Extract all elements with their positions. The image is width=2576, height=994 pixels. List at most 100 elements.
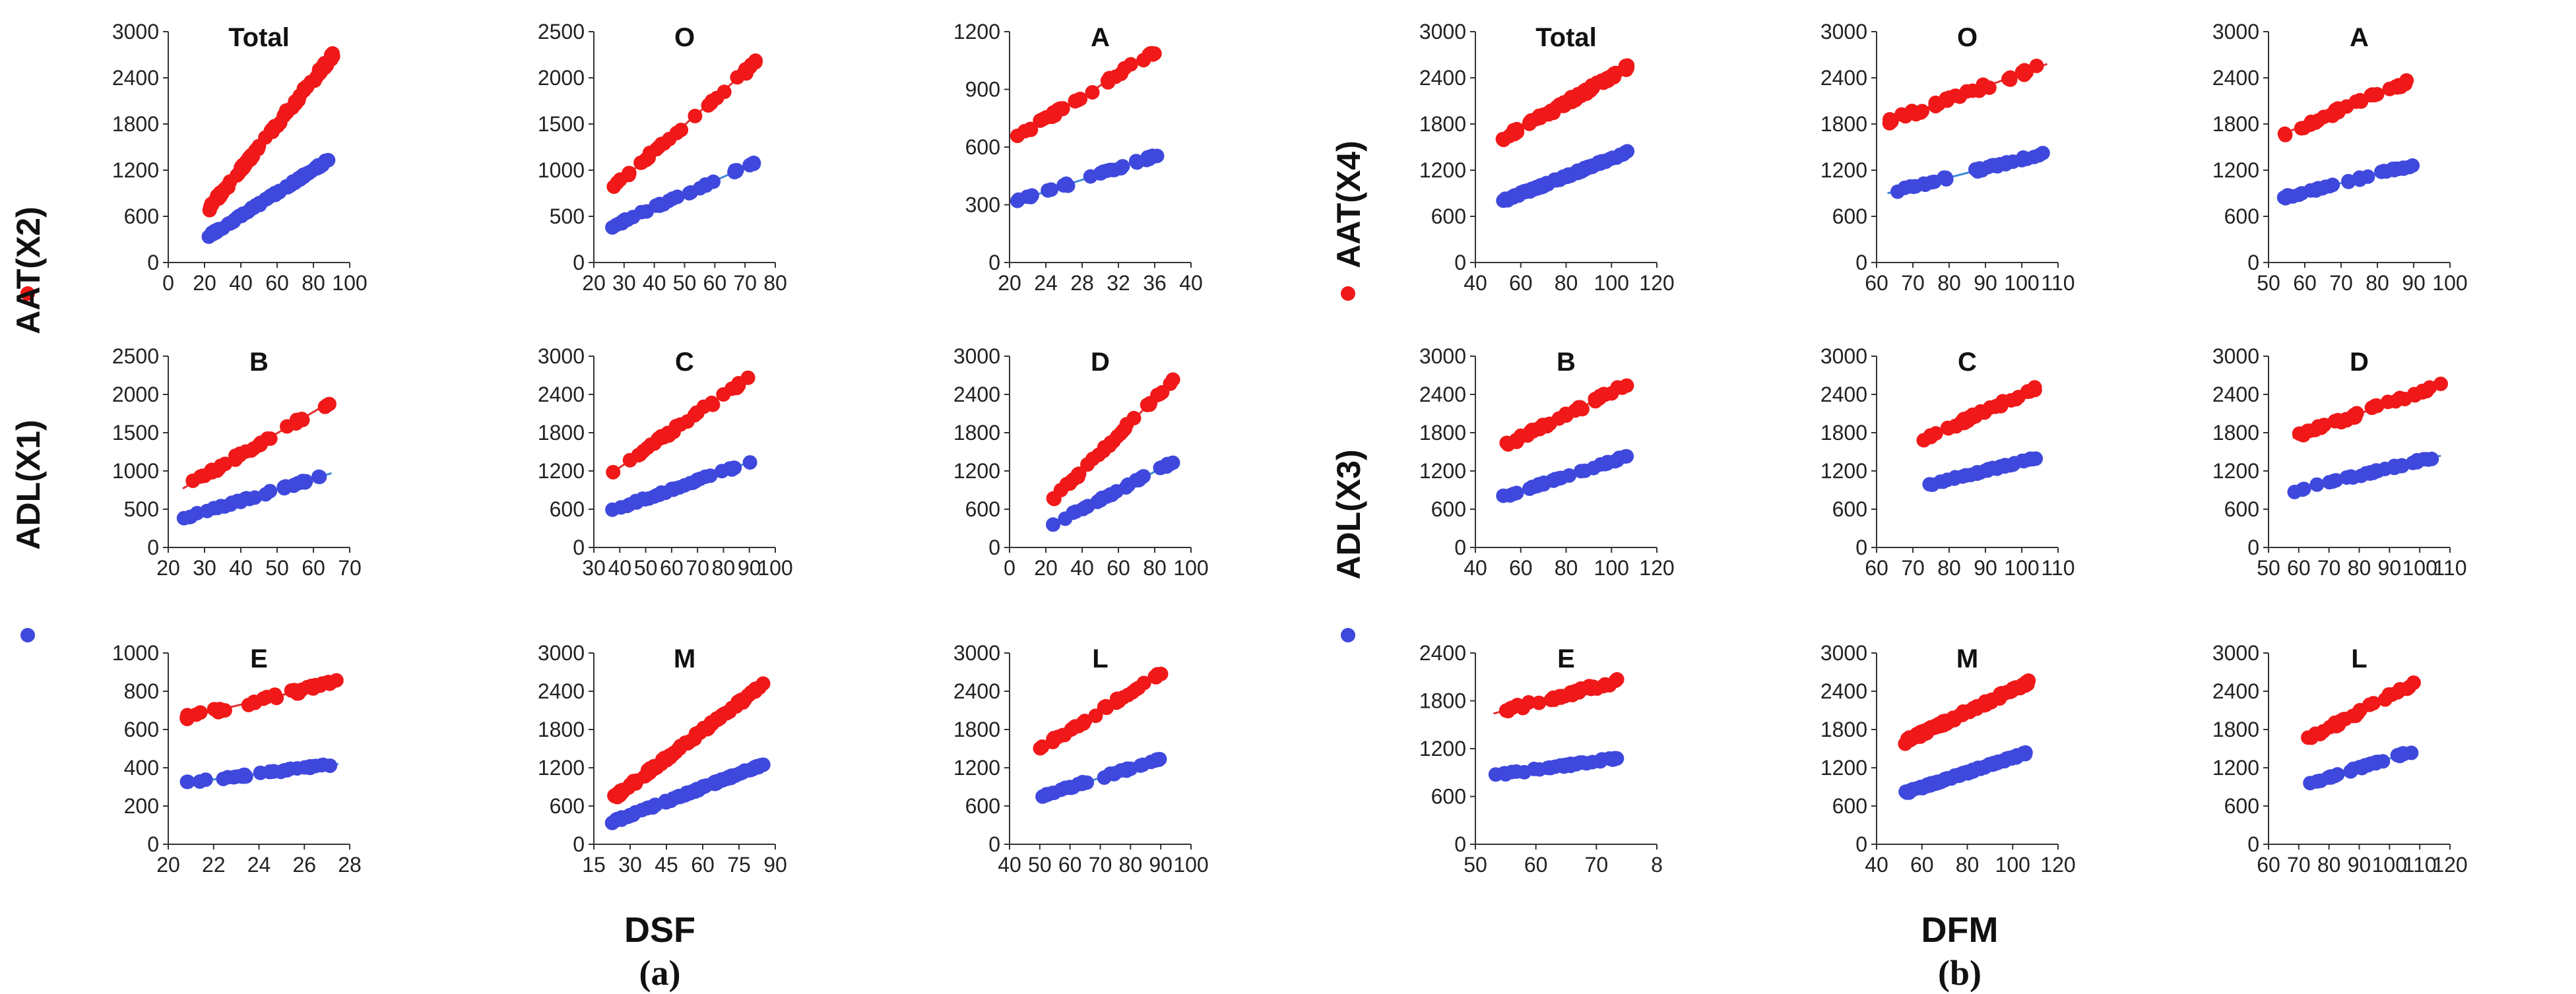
data-point — [1502, 488, 1518, 503]
x-tick-label: 100 — [757, 556, 792, 580]
x-tick-label: 70 — [733, 271, 757, 295]
data-point — [1085, 451, 1100, 466]
data-point — [1165, 455, 1180, 470]
panel-title: E — [250, 644, 268, 673]
data-point — [1566, 686, 1581, 700]
y-tick-label: 1800 — [538, 421, 585, 445]
data-point — [176, 511, 191, 526]
data-point — [2346, 761, 2361, 776]
series-aatx2 — [607, 676, 771, 805]
y-tick-label: 2400 — [1419, 641, 1466, 665]
y-tick-label: 1200 — [2212, 756, 2259, 780]
data-point — [215, 703, 230, 718]
data-point — [1547, 692, 1562, 707]
x-tick-label: 60 — [1107, 556, 1130, 580]
y-tick-label: 1800 — [112, 112, 159, 136]
data-point — [238, 491, 253, 507]
x-tick-label: 80 — [302, 271, 325, 295]
x-tick-label: 70 — [686, 556, 709, 580]
data-point — [643, 437, 659, 452]
panel-a-m: 0 600 1200 1800 2400 3000 15 30 45 60 75 90 M — [538, 641, 787, 877]
data-point — [325, 46, 340, 61]
panel-b-e: 0 600 1200 1800 2400 50 60 70 8 E — [1419, 641, 1663, 877]
y-tick-label: 2400 — [1419, 66, 1466, 90]
x-tick-label: 50 — [2257, 556, 2280, 580]
data-point — [1585, 78, 1600, 93]
series-adlx3 — [1496, 144, 1635, 208]
data-point — [1601, 454, 1616, 470]
data-point — [1128, 154, 1143, 169]
data-point — [1041, 183, 1056, 198]
y-tick-label: 0 — [147, 251, 159, 274]
series-aatx4 — [2277, 73, 2414, 142]
ylabel-aat-b: AAT(X4) — [1330, 140, 1367, 268]
data-point — [1097, 770, 1112, 785]
series-aatx4 — [1493, 672, 1625, 719]
x-tick-label: 20 — [998, 271, 1021, 295]
x-tick-label: 80 — [1143, 556, 1167, 580]
x-tick-label: 70 — [1901, 271, 1925, 295]
y-tick-label: 1200 — [538, 459, 585, 483]
data-point — [2325, 108, 2340, 123]
series-aatx2 — [1033, 666, 1169, 756]
data-point — [305, 759, 320, 774]
y-tick-label: 1200 — [538, 756, 585, 780]
series-aatx4 — [1499, 378, 1634, 452]
y-tick-label: 1800 — [1820, 112, 1867, 136]
data-point — [210, 224, 224, 239]
data-point — [1551, 471, 1566, 486]
data-point — [1605, 150, 1620, 166]
x-tick-label: 90 — [1974, 271, 1997, 295]
y-tick-label: 600 — [1832, 204, 1867, 228]
data-point — [1890, 184, 1905, 199]
x-tick-label: 40 — [1464, 556, 1487, 580]
y-tick-label: 3000 — [2212, 641, 2259, 665]
x-tick-label: 28 — [338, 853, 362, 877]
data-point — [311, 469, 326, 484]
data-point — [1060, 178, 1076, 193]
data-point — [1039, 787, 1054, 802]
data-point — [1163, 376, 1178, 391]
data-point — [1046, 517, 1060, 532]
data-point — [2032, 148, 2047, 163]
data-point — [2352, 172, 2367, 187]
y-tick-label: 1200 — [953, 459, 1000, 483]
panel-a-e: 0 200 400 600 800 1000 20 22 24 26 28 E — [112, 641, 362, 877]
data-point — [269, 185, 284, 201]
y-tick-label: 1000 — [538, 158, 585, 182]
x-tick-label: 90 — [763, 853, 787, 877]
data-point — [716, 387, 731, 402]
series-adlx3 — [2303, 745, 2419, 791]
y-tick-label: 600 — [1431, 785, 1466, 809]
y-tick-label: 1800 — [1820, 718, 1867, 741]
x-tick-label: 50 — [2257, 271, 2280, 295]
x-tick-label: 40 — [1179, 271, 1203, 295]
data-point — [2397, 392, 2412, 406]
data-point — [2300, 423, 2315, 439]
x-tick-label: 80 — [1956, 853, 1980, 877]
x-tick-label: 75 — [727, 853, 751, 877]
data-point — [1010, 193, 1025, 208]
data-point — [1093, 166, 1109, 181]
y-tick-label: 0 — [988, 536, 1000, 559]
data-point — [742, 455, 757, 470]
data-point — [628, 776, 643, 791]
data-point — [666, 424, 681, 439]
data-point — [606, 464, 621, 480]
data-point — [1916, 725, 1930, 740]
data-point — [1561, 95, 1576, 109]
y-tick-label: 2400 — [953, 383, 1000, 406]
y-tick-label: 600 — [1832, 794, 1867, 818]
data-point — [717, 84, 732, 100]
x-tick-label: 100 — [1995, 853, 2030, 877]
data-point — [1046, 491, 1061, 506]
data-point — [1604, 386, 1619, 401]
series-adlx1 — [201, 152, 336, 244]
x-tick-label: 80 — [2348, 556, 2371, 580]
data-point — [670, 189, 685, 204]
x-tick-label: 80 — [1119, 853, 1143, 877]
series-aatx2 — [1046, 372, 1180, 507]
x-tick-label: 40 — [608, 556, 631, 580]
